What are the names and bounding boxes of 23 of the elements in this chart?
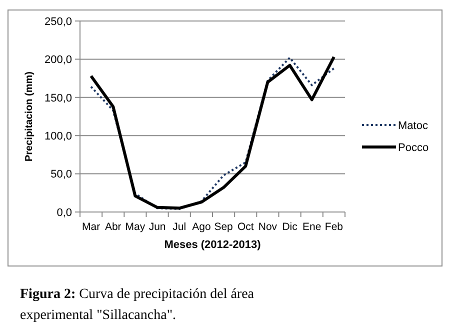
y-tick-label: 50,0 (50, 168, 72, 181)
x-tick-label: Oct (237, 221, 254, 233)
x-tick-label: Sep (214, 221, 234, 233)
legend-label: Matoc (398, 120, 428, 132)
legend-label: Pocco (398, 142, 429, 154)
y-tick-label: 100,0 (44, 130, 72, 142)
x-tick-label: Abr (104, 221, 122, 233)
x-tick-label: Mar (82, 221, 101, 233)
y-tick-label: 250,0 (44, 16, 72, 28)
text: Figura 2: Curva de precipitación del área experimental "Sillacancha". (20, 287, 255, 323)
x-tick-label: Nov (258, 221, 278, 233)
x-axis-title: Meses (2012-2013) (164, 239, 262, 251)
x-tick-label: Feb (324, 221, 344, 233)
y-tick-label: 150,0 (44, 92, 72, 104)
y-tick-label: 200,0 (44, 54, 72, 66)
y-axis-title: Precipitacion (mm) (24, 71, 35, 162)
x-tick-label: Ago (192, 221, 211, 233)
x-tick-label: May (125, 221, 146, 233)
x-tick-label: Dic (282, 221, 298, 233)
x-tick-label: Jun (148, 221, 166, 233)
x-tick-label: Ene (302, 221, 322, 233)
x-tick-label: Jul (172, 221, 186, 233)
y-tick-label: 0,0 (56, 206, 72, 219)
